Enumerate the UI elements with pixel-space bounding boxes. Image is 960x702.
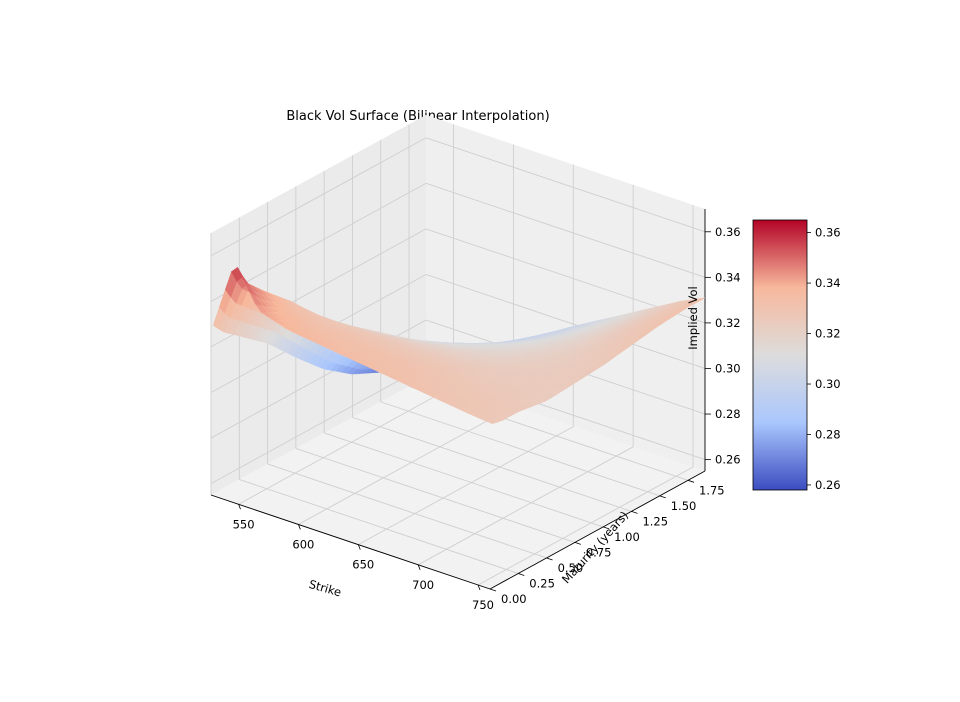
y-tick-label: 1.75 (699, 483, 725, 497)
y-tick-label: 0.75 (586, 545, 612, 559)
y-tick-label: 0.50 (558, 561, 584, 575)
x-tick-mark (357, 544, 361, 550)
x-tick-label: 550 (233, 517, 255, 531)
x-tick-label: 600 (292, 537, 314, 551)
grid-line (210, 365, 427, 485)
axes-pane (211, 115, 426, 495)
grid-line (267, 463, 547, 559)
colorbar-tick-label: 0.34 (815, 276, 841, 290)
grid-line (425, 274, 706, 369)
y-tick-label: 1.50 (671, 499, 697, 513)
grid-line (358, 426, 574, 546)
grid-line (238, 385, 454, 505)
x-tick-mark (477, 584, 481, 591)
colorbar-tick-label: 0.28 (815, 427, 841, 441)
z-tick-label: 0.28 (715, 407, 741, 421)
x-tick-mark (298, 524, 301, 530)
grid-line (210, 137, 427, 257)
colorbar-tick-label: 0.26 (815, 478, 841, 492)
z-axis-label: Implied Vol (686, 286, 700, 350)
colorbar-gradient (752, 219, 808, 491)
axis-line (489, 470, 706, 590)
axis-line (210, 494, 491, 590)
grid-line (425, 137, 706, 233)
x-tick-label: 700 (412, 578, 434, 592)
colorbar-tick-label: 0.30 (815, 377, 841, 391)
z-tick-label: 0.32 (715, 316, 741, 330)
x-tick-mark (417, 564, 421, 570)
y-tick-mark (687, 479, 695, 483)
y-tick-mark (631, 510, 638, 514)
colorbar: 0.26 0.28 0.30 0.32 0.34 0.36 (752, 219, 841, 492)
y-tick-mark (518, 573, 525, 576)
z-tick-label: 0.30 (715, 361, 741, 375)
grid-line (425, 182, 706, 278)
surface-patch (485, 418, 499, 425)
grid-line (417, 446, 634, 566)
axes-pane (211, 377, 705, 589)
colorbar-tick-label: 0.32 (815, 327, 841, 341)
axes-lines (210, 209, 706, 590)
y-tick-label: 1.25 (642, 514, 668, 528)
y-tick-mark (546, 557, 553, 561)
grid-line (295, 447, 576, 543)
grid-line (352, 416, 632, 512)
z-tick-label: 0.36 (715, 225, 741, 239)
z-tick-label: 0.34 (715, 270, 741, 284)
grid-line (324, 432, 604, 528)
z-tick-label: 0.26 (715, 453, 741, 467)
grid-line (380, 401, 660, 497)
y-tick-label: 0.00 (501, 592, 527, 606)
colorbar-ticks: 0.26 0.28 0.30 0.32 0.34 0.36 (807, 226, 841, 492)
y-tick-label: 0.25 (529, 576, 555, 590)
surface-mesh (212, 266, 706, 425)
x-tick-label: 750 (472, 598, 494, 612)
x-axis-label: Strike (307, 577, 343, 600)
y-tick-mark (603, 526, 610, 530)
x-tick-mark (238, 504, 241, 510)
grid-line (477, 466, 694, 586)
y-tick-mark (659, 495, 666, 499)
colorbar-tick-label: 0.36 (815, 226, 841, 240)
grid-line (298, 406, 514, 525)
x-tick-label: 650 (352, 558, 374, 572)
y-tick-mark (574, 542, 581, 545)
chart-title: Black Vol Surface (Bilinear Interpolatio… (286, 109, 549, 124)
y-tick-mark (489, 588, 497, 592)
y-tick-label: 1.00 (614, 530, 640, 544)
grid-line (239, 479, 519, 574)
